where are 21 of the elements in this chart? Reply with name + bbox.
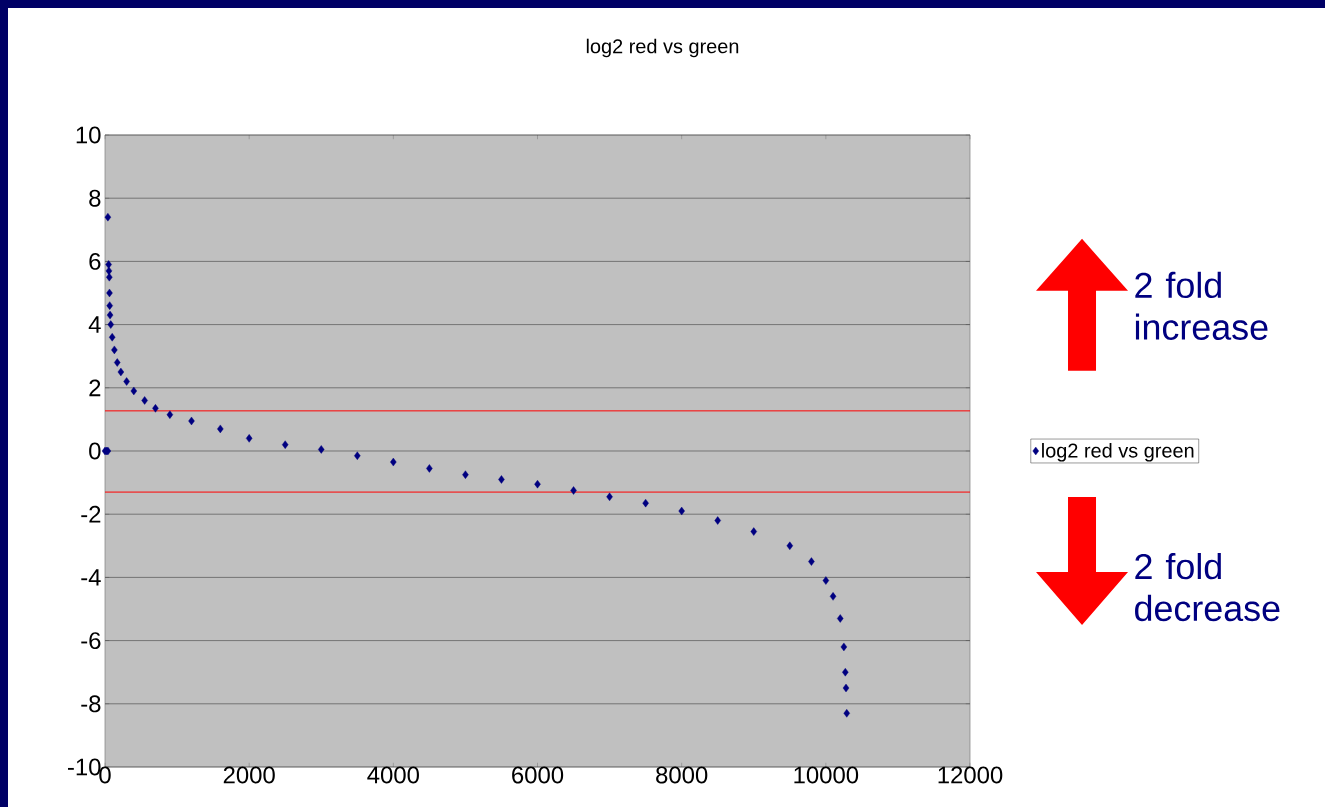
chart-title: log2 red vs green [586,38,739,58]
y-tick-label: 10 [76,126,101,144]
y-tick-label: -10 [67,758,101,776]
y-tick-label: 6 [89,252,101,270]
text: 2 fold increase [1135,271,1268,340]
y-tick-label: 4 [88,316,101,333]
y-tick-label: 0 [89,442,101,460]
x-tick-label: 12000 [938,766,1003,784]
y-tick-label: -4 [81,569,101,586]
x-tick-label: 6000 [512,766,564,784]
text: 2 fold decrease [1135,552,1280,622]
y-tick-label: -8 [81,695,101,713]
x-tick-label: 8000 [656,766,708,784]
y-tick-label: 8 [89,189,101,207]
x-tick-label: 4000 [367,766,419,784]
x-tick-label: 10000 [794,766,859,784]
y-tick-label: 2 [89,379,101,397]
legend-label: log2 red vs green [1042,443,1194,462]
y-tick-label: -6 [81,632,101,650]
y-tick-label: -2 [81,505,101,523]
x-tick-label: 2000 [223,766,275,784]
